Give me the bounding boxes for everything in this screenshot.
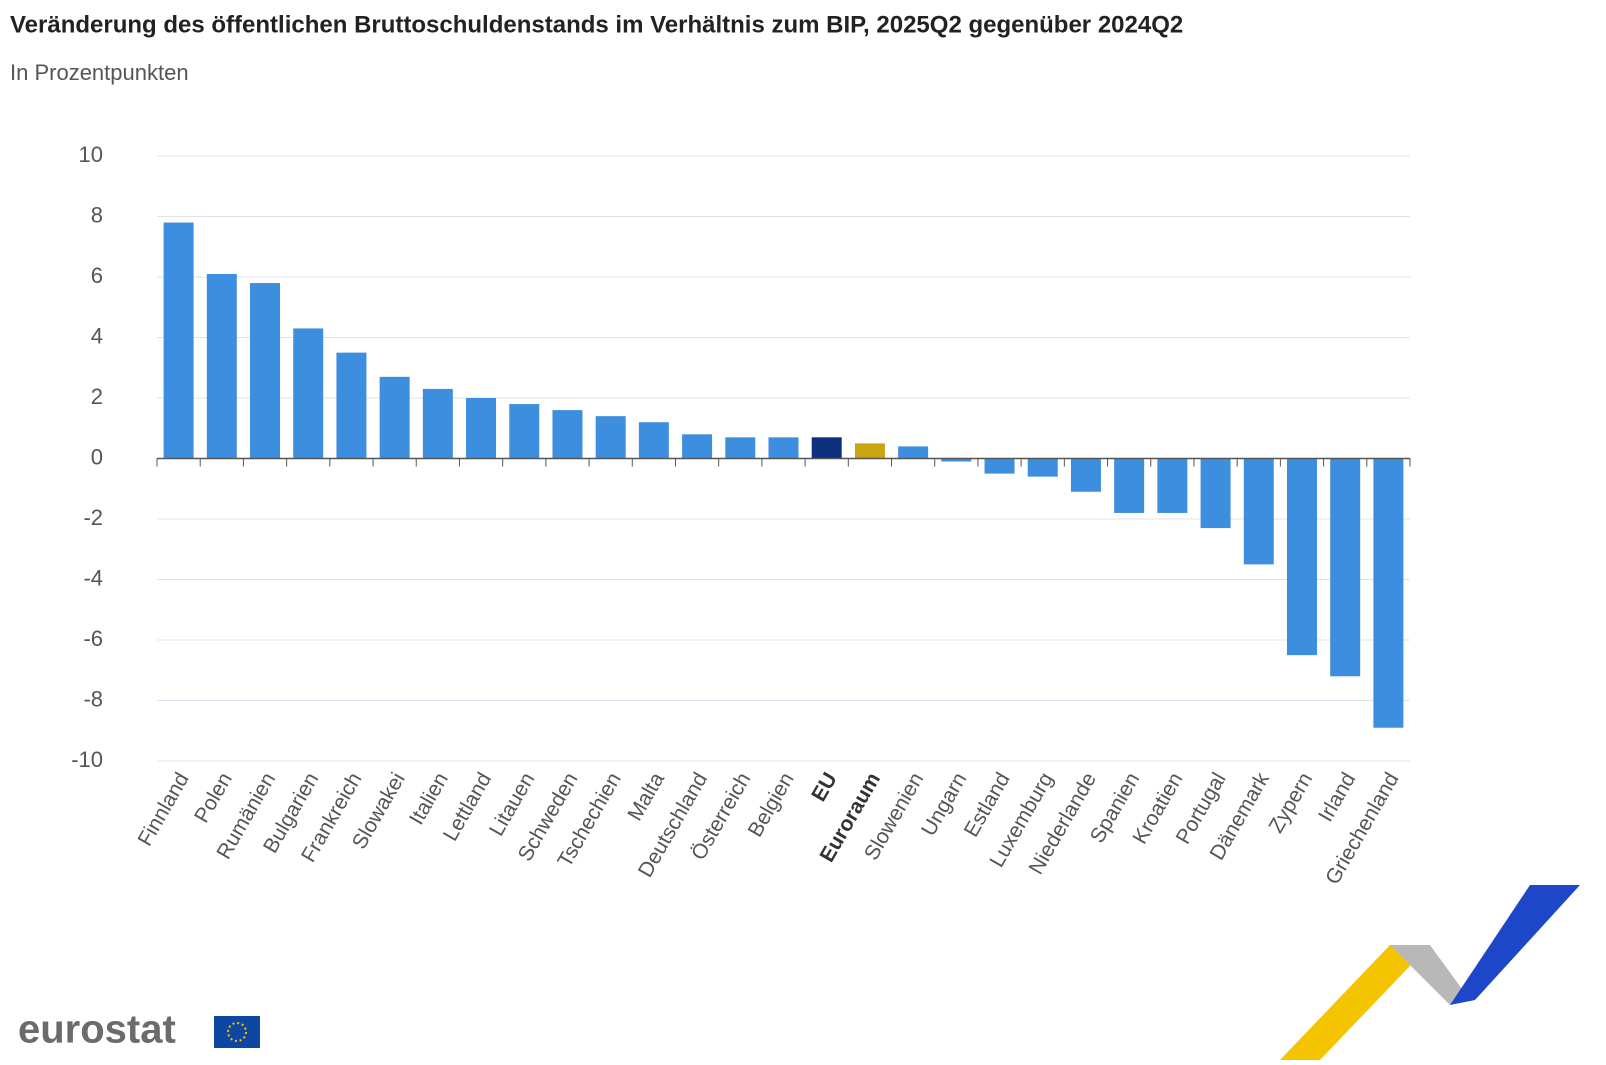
x-tick-label: EU bbox=[807, 769, 842, 806]
bar bbox=[941, 458, 972, 462]
bar bbox=[811, 437, 842, 459]
x-tick-label: Irland bbox=[1314, 769, 1360, 826]
bar bbox=[509, 404, 540, 459]
bar bbox=[1027, 458, 1058, 477]
x-tick-label: Polen bbox=[190, 769, 237, 827]
bar bbox=[1243, 458, 1274, 565]
y-tick-label: -4 bbox=[83, 565, 103, 590]
bar bbox=[854, 443, 885, 459]
bar bbox=[250, 283, 281, 459]
bar bbox=[466, 398, 497, 459]
bar bbox=[768, 437, 799, 459]
bar bbox=[898, 446, 929, 459]
bar bbox=[422, 388, 453, 459]
bar bbox=[163, 222, 194, 459]
y-tick-label: 6 bbox=[91, 263, 103, 288]
bar bbox=[552, 410, 583, 459]
bar bbox=[379, 376, 410, 459]
bar bbox=[638, 422, 669, 459]
logo-text: eurostat bbox=[18, 1008, 176, 1052]
y-tick-label: -8 bbox=[83, 686, 103, 711]
x-tick-label: Finnland bbox=[134, 769, 194, 850]
bar bbox=[206, 273, 237, 459]
bar bbox=[1157, 458, 1188, 513]
chart-subtitle: In Prozentpunkten bbox=[10, 60, 189, 85]
bar bbox=[1070, 458, 1101, 492]
bar bbox=[682, 434, 713, 459]
y-tick-label: 0 bbox=[91, 444, 103, 469]
logo-decoration: eurostat bbox=[18, 885, 1580, 1060]
y-tick-label: 10 bbox=[79, 142, 103, 167]
y-tick-label: 8 bbox=[91, 202, 103, 227]
bar bbox=[1373, 458, 1404, 728]
y-tick-label: -6 bbox=[83, 626, 103, 651]
bar bbox=[1114, 458, 1145, 513]
y-tick-label: -2 bbox=[83, 505, 103, 530]
bar bbox=[336, 352, 367, 459]
x-tick-label: Zypern bbox=[1265, 769, 1318, 837]
bar bbox=[1286, 458, 1317, 656]
bar bbox=[1200, 458, 1231, 529]
x-tick-label: Malta bbox=[623, 769, 669, 825]
bar bbox=[1330, 458, 1361, 677]
bar bbox=[984, 458, 1015, 474]
chart-title: Veränderung des öffentlichen Bruttoschul… bbox=[10, 11, 1183, 38]
bar bbox=[725, 437, 756, 459]
y-tick-label: 4 bbox=[91, 323, 103, 348]
bar bbox=[595, 416, 626, 459]
y-tick-label: 2 bbox=[91, 384, 103, 409]
bar bbox=[293, 328, 324, 459]
y-tick-label: -10 bbox=[71, 747, 103, 772]
